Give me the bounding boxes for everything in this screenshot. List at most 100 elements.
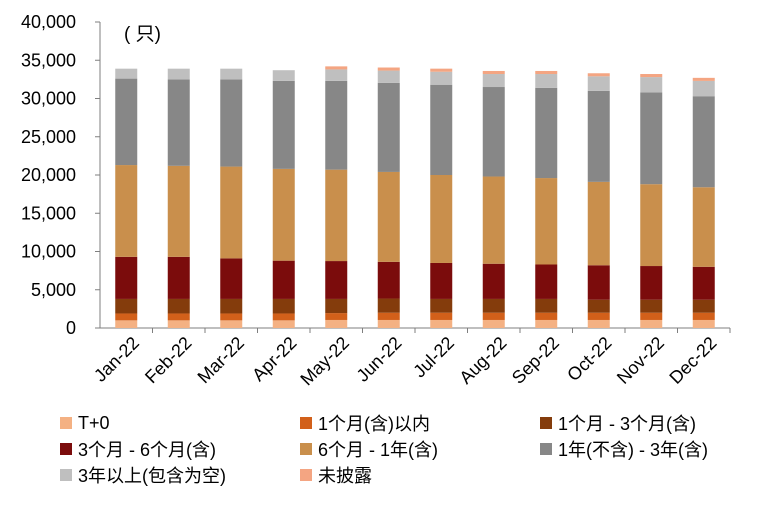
legend-label: 6个月 - 1年(含) — [318, 440, 439, 460]
bar-segment — [325, 313, 348, 320]
y-unit-label: ( 只) — [124, 24, 161, 45]
bar-segment — [692, 266, 715, 300]
y-tick-label: 20,000 — [21, 165, 76, 185]
bar-segment — [430, 71, 453, 85]
bar-segment — [692, 312, 715, 320]
bar-segment — [692, 77, 715, 81]
bar-segment — [640, 74, 663, 78]
bar-segment — [167, 165, 190, 257]
bar-segment — [587, 319, 610, 328]
bar-segment — [377, 261, 400, 299]
legend-item: 6个月 - 1年(含) — [300, 436, 438, 462]
bar-segment — [430, 298, 453, 313]
x-tick-label: Aug-22 — [455, 333, 510, 388]
bar-segment — [430, 312, 453, 320]
bar-segment — [482, 319, 505, 328]
bar-segment — [325, 298, 348, 314]
bar-segment — [535, 70, 558, 75]
bar-segment — [167, 313, 190, 321]
bar-segment — [640, 266, 663, 300]
legend-label: T+0 — [78, 412, 110, 433]
legend: T+0 1个月(含)以内 1个月 - 3个月(含) 3个月 - 6个月(含) 6个月 -… — [0, 408, 770, 508]
bar-segment — [640, 92, 663, 185]
y-tick-label: 30,000 — [21, 89, 76, 109]
legend-label: 未披露 — [318, 466, 372, 486]
bar-segment — [482, 263, 505, 299]
bar-segment — [220, 313, 243, 321]
x-tick-label: Jun-22 — [353, 333, 406, 386]
bar-segment — [535, 74, 558, 88]
bar-segment — [325, 80, 348, 170]
bar-segment — [115, 165, 138, 257]
bar-segment — [587, 312, 610, 320]
bar-segment — [482, 298, 505, 313]
x-tick-label: Dec-22 — [665, 333, 720, 388]
y-tick-label: 5,000 — [31, 280, 76, 300]
bar-segment — [430, 68, 453, 72]
legend-swatch — [60, 469, 72, 481]
bar-segment — [325, 319, 348, 328]
bar-segment — [220, 258, 243, 299]
bar-segment — [325, 66, 348, 70]
bar-segment — [587, 76, 610, 91]
legend-item: T+0 — [60, 410, 110, 436]
x-tick-label: Sep-22 — [508, 333, 563, 388]
bar-segment — [587, 299, 610, 313]
bar-segment — [377, 70, 400, 83]
bar-segment — [377, 67, 400, 71]
y-tick-label: 25,000 — [21, 127, 76, 147]
x-tick-label: Jan-22 — [90, 333, 143, 386]
bar-segment — [377, 298, 400, 313]
bar-segment — [430, 175, 453, 263]
legend-label: 3个月 - 6个月(含) — [78, 440, 217, 460]
bar-segment — [377, 171, 400, 262]
y-tick-label: 15,000 — [21, 203, 76, 223]
legend-swatch — [300, 417, 312, 429]
bar-segment — [377, 312, 400, 320]
bar-segment — [115, 256, 138, 299]
bar-segment — [272, 168, 295, 261]
bar-segment — [482, 74, 505, 88]
legend-label: 1个月 - 3个月(含) — [558, 414, 697, 434]
bar-segment — [535, 87, 558, 179]
bar-segment — [220, 166, 243, 259]
x-tick-label: Oct-22 — [563, 333, 615, 385]
legend-item: 1个月 - 3个月(含) — [540, 410, 696, 436]
x-tick-label: Feb-22 — [141, 333, 195, 387]
legend-item: 3年以上(包含为空) — [60, 462, 226, 488]
bar-segment — [587, 265, 610, 300]
legend-swatch — [540, 417, 552, 429]
bar-segment — [692, 299, 715, 313]
bar-segment — [115, 320, 138, 328]
legend-swatch — [60, 443, 72, 455]
bar-segment — [167, 320, 190, 328]
bar-segment — [167, 298, 190, 314]
y-tick-label: 10,000 — [21, 242, 76, 262]
bar-segment — [640, 299, 663, 313]
bar-segment — [640, 312, 663, 320]
legend-item: 1个月(含)以内 — [300, 410, 430, 436]
bar-segment — [535, 319, 558, 328]
bar-segment — [535, 178, 558, 265]
bar-segment — [272, 80, 295, 169]
bar-segment — [272, 313, 295, 321]
bar-segment — [535, 312, 558, 320]
x-tick-label: Apr-22 — [248, 333, 300, 385]
bar-segment — [272, 70, 295, 81]
x-tick-label: Nov-22 — [613, 333, 668, 388]
stacked-bar-chart: ( 只) 0 5,000 10,000 15,000 20,000 25,000 30,00… — [21, 12, 731, 390]
x-tick-label: May-22 — [296, 333, 353, 390]
bar-segment — [692, 80, 715, 97]
bar-segment — [167, 79, 190, 166]
bar-segment — [325, 69, 348, 81]
legend-item: 1年(不含) - 3年(含) — [540, 436, 708, 462]
bar-segment — [587, 90, 610, 182]
bar-segment — [220, 298, 243, 314]
legend-swatch — [300, 443, 312, 455]
bar-segment — [115, 78, 138, 166]
bar-segment — [692, 96, 715, 188]
y-tick-label: 35,000 — [21, 50, 76, 70]
bar-segment — [115, 313, 138, 321]
bar-segment — [220, 320, 243, 328]
